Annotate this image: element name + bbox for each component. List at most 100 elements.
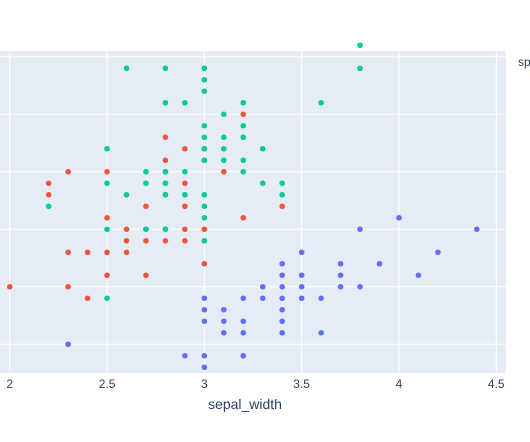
data-point-series-3[interactable]	[182, 191, 188, 198]
data-point-series-1[interactable]	[435, 249, 441, 256]
data-point-series-1[interactable]	[279, 306, 285, 313]
data-point-series-3[interactable]	[318, 99, 324, 106]
data-point-series-3[interactable]	[221, 111, 227, 118]
data-point-series-1[interactable]	[65, 341, 71, 348]
data-point-series-3[interactable]	[201, 191, 208, 198]
data-point-series-2[interactable]	[143, 272, 149, 279]
data-point-series-3[interactable]	[201, 76, 208, 83]
data-point-series-2[interactable]	[84, 249, 91, 256]
data-point-series-2[interactable]	[123, 226, 130, 233]
data-point-series-1[interactable]	[474, 226, 480, 233]
data-point-series-1[interactable]	[318, 329, 324, 336]
data-point-series-1[interactable]	[279, 272, 285, 279]
data-point-series-1[interactable]	[240, 295, 247, 302]
data-point-series-3[interactable]	[104, 226, 110, 233]
data-point-series-1[interactable]	[279, 295, 285, 302]
data-point-series-3[interactable]	[104, 145, 110, 152]
data-point-series-3[interactable]	[45, 203, 52, 210]
data-point-series-1[interactable]	[337, 260, 344, 267]
data-point-series-1[interactable]	[357, 283, 363, 290]
data-point-series-3[interactable]	[240, 134, 247, 141]
data-point-series-1[interactable]	[201, 295, 208, 302]
data-point-series-3[interactable]	[357, 42, 363, 49]
data-point-series-1[interactable]	[201, 318, 208, 325]
data-point-series-2[interactable]	[182, 145, 188, 152]
data-point-series-3[interactable]	[104, 295, 110, 302]
data-point-series-1[interactable]	[240, 329, 247, 336]
data-point-series-2[interactable]	[221, 168, 227, 175]
data-point-series-3[interactable]	[162, 168, 169, 175]
data-point-series-3[interactable]	[162, 65, 169, 72]
data-point-series-2[interactable]	[65, 283, 71, 290]
data-point-series-2[interactable]	[123, 237, 130, 244]
data-point-series-3[interactable]	[143, 168, 149, 175]
data-point-series-2[interactable]	[104, 249, 110, 256]
data-point-series-2[interactable]	[201, 226, 208, 233]
data-point-series-3[interactable]	[104, 180, 110, 187]
data-point-series-2[interactable]	[104, 168, 110, 175]
data-point-series-2[interactable]	[65, 168, 71, 175]
data-point-series-3[interactable]	[279, 180, 285, 187]
data-point-series-1[interactable]	[240, 352, 247, 359]
data-point-series-3[interactable]	[240, 99, 247, 106]
data-point-series-3[interactable]	[143, 180, 149, 187]
data-point-series-1[interactable]	[337, 272, 344, 279]
data-point-series-3[interactable]	[162, 226, 169, 233]
data-point-series-3[interactable]	[182, 168, 188, 175]
data-point-series-1[interactable]	[357, 226, 363, 233]
data-point-series-3[interactable]	[123, 65, 130, 72]
data-point-series-3[interactable]	[279, 191, 285, 198]
data-point-series-1[interactable]	[279, 318, 285, 325]
data-point-series-3[interactable]	[143, 226, 149, 233]
data-point-series-3[interactable]	[201, 214, 208, 221]
data-point-series-3[interactable]	[221, 134, 227, 141]
data-point-series-1[interactable]	[376, 260, 383, 267]
data-point-series-2[interactable]	[182, 226, 188, 233]
data-point-series-2[interactable]	[6, 283, 13, 290]
data-point-series-3[interactable]	[162, 180, 169, 187]
data-point-series-2[interactable]	[162, 157, 169, 164]
data-point-series-2[interactable]	[182, 180, 188, 187]
data-point-series-2[interactable]	[104, 214, 110, 221]
data-point-series-3[interactable]	[123, 191, 130, 198]
data-point-series-1[interactable]	[279, 283, 285, 290]
data-point-series-3[interactable]	[201, 203, 208, 210]
data-point-series-3[interactable]	[182, 99, 188, 106]
data-point-series-3[interactable]	[240, 168, 247, 175]
data-point-series-1[interactable]	[279, 260, 285, 267]
data-point-series-1[interactable]	[259, 283, 266, 290]
data-point-series-2[interactable]	[240, 111, 247, 118]
data-point-series-3[interactable]	[259, 180, 266, 187]
data-point-series-3[interactable]	[259, 145, 266, 152]
data-point-series-1[interactable]	[240, 318, 247, 325]
data-point-series-3[interactable]	[162, 99, 169, 106]
data-point-series-3[interactable]	[201, 157, 208, 164]
data-point-series-3[interactable]	[221, 145, 227, 152]
data-point-series-3[interactable]	[201, 65, 208, 72]
data-point-series-3[interactable]	[201, 134, 208, 141]
data-point-series-2[interactable]	[84, 295, 91, 302]
data-point-series-3[interactable]	[201, 237, 208, 244]
data-point-series-1[interactable]	[415, 272, 422, 279]
data-point-series-2[interactable]	[201, 260, 208, 267]
data-point-series-3[interactable]	[240, 157, 247, 164]
data-point-series-2[interactable]	[143, 237, 149, 244]
data-point-series-1[interactable]	[182, 352, 188, 359]
data-point-series-2[interactable]	[162, 237, 169, 244]
data-point-series-1[interactable]	[201, 306, 208, 313]
data-point-series-1[interactable]	[298, 272, 305, 279]
data-point-series-1[interactable]	[259, 295, 266, 302]
data-point-series-3[interactable]	[221, 157, 227, 164]
data-point-series-3[interactable]	[201, 88, 208, 95]
data-point-series-2[interactable]	[182, 237, 188, 244]
data-point-series-3[interactable]	[201, 122, 208, 129]
data-point-series-2[interactable]	[240, 214, 247, 221]
data-point-series-2[interactable]	[143, 203, 149, 210]
data-point-series-1[interactable]	[318, 295, 324, 302]
data-point-series-1[interactable]	[337, 283, 344, 290]
data-point-series-1[interactable]	[298, 295, 305, 302]
data-point-series-1[interactable]	[221, 318, 227, 325]
data-point-series-1[interactable]	[201, 364, 208, 371]
data-point-series-1[interactable]	[221, 329, 227, 336]
data-point-series-1[interactable]	[279, 329, 285, 336]
